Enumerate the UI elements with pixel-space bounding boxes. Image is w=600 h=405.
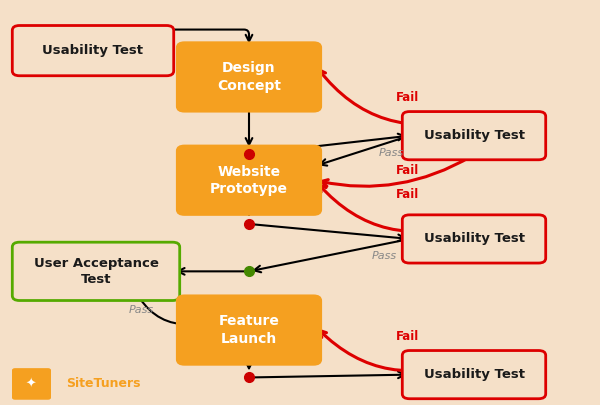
Text: Pass: Pass (379, 148, 404, 158)
Text: Website
Prototype: Website Prototype (210, 164, 288, 196)
FancyBboxPatch shape (12, 26, 174, 76)
Text: Design
Concept: Design Concept (217, 61, 281, 93)
FancyBboxPatch shape (403, 351, 546, 399)
Text: User Acceptance
Test: User Acceptance Test (34, 257, 158, 286)
Text: Pass: Pass (129, 305, 154, 315)
Text: Feature
Launch: Feature Launch (218, 314, 280, 346)
FancyBboxPatch shape (178, 296, 320, 364)
FancyBboxPatch shape (178, 146, 320, 215)
FancyBboxPatch shape (403, 111, 546, 160)
FancyBboxPatch shape (12, 368, 51, 400)
Text: Usability Test: Usability Test (424, 129, 524, 142)
Text: SiteTuners: SiteTuners (66, 377, 140, 390)
Text: ✦: ✦ (26, 377, 37, 390)
Text: Usability Test: Usability Test (43, 44, 143, 57)
Text: Usability Test: Usability Test (424, 368, 524, 381)
Text: Fail: Fail (396, 330, 419, 343)
Text: Fail: Fail (396, 91, 419, 104)
Text: Pass: Pass (372, 252, 397, 261)
FancyBboxPatch shape (12, 242, 180, 301)
Text: Usability Test: Usability Test (424, 232, 524, 245)
Text: Fail: Fail (396, 164, 419, 177)
Text: Fail: Fail (396, 188, 419, 201)
FancyBboxPatch shape (403, 215, 546, 263)
FancyBboxPatch shape (178, 43, 320, 111)
